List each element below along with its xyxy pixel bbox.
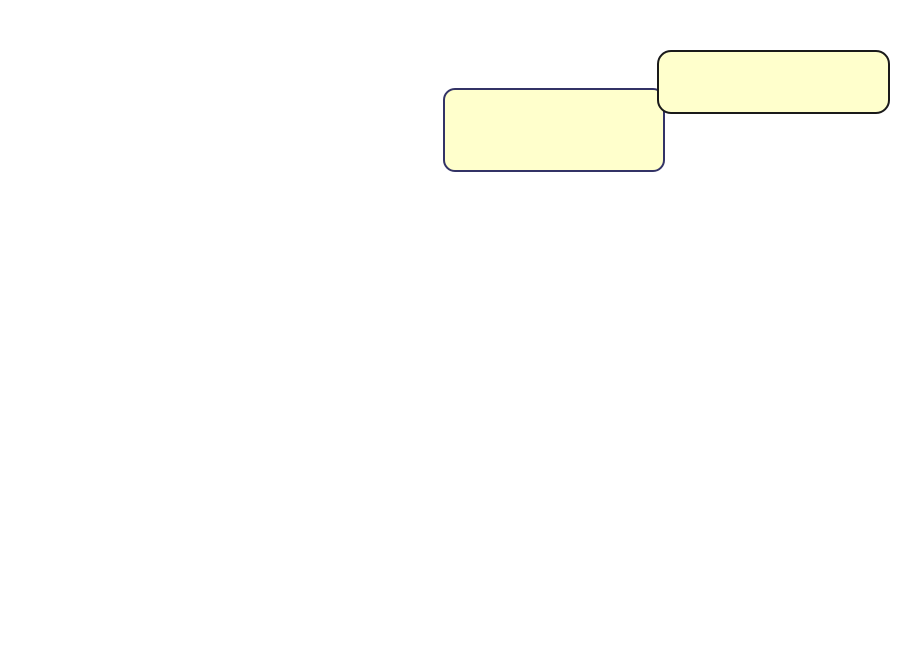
callout-2018-peak	[443, 88, 665, 172]
callout-2022-forecast	[657, 50, 890, 114]
